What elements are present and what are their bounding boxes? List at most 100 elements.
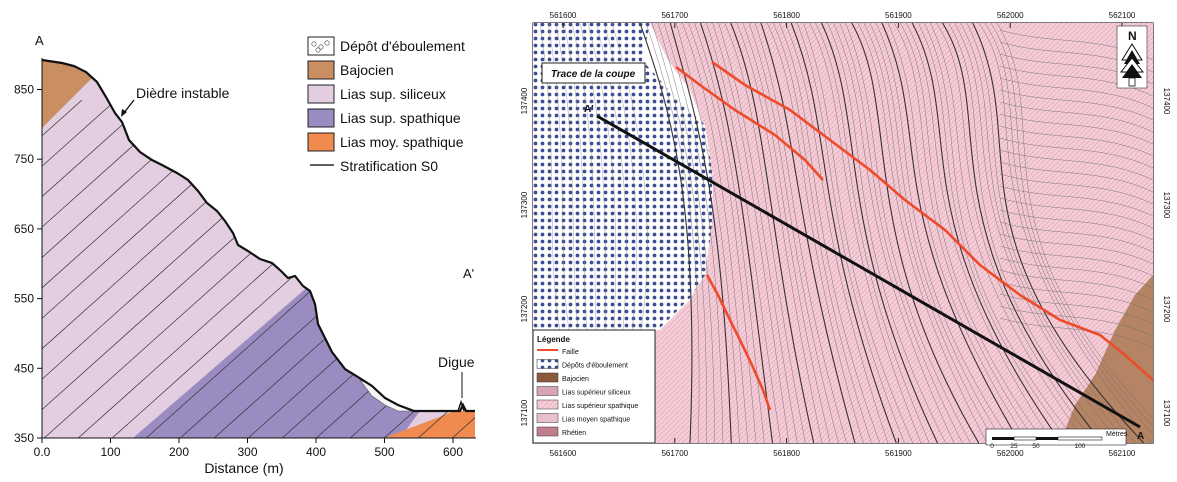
contour-line (999, 77, 1153, 109)
x-tick-label: 200 (169, 445, 189, 459)
contour-line (999, 197, 1153, 229)
map-legend-label: Bajocien (562, 376, 589, 383)
legend-swatch (307, 132, 335, 152)
legend-item: Bajocien (307, 60, 394, 80)
cross-section-legend: Dépôt d'éboulement Bajocien Lias sup. sili… (307, 36, 465, 174)
map-legend-swatch (536, 372, 559, 383)
map-legend-item: Faille (537, 349, 579, 356)
contour-line (639, 23, 693, 443)
map-legend-label: Lias supérieur spathique (562, 403, 638, 410)
map-legend-swatch (536, 426, 559, 437)
map-x-label-top: 562000 (997, 11, 1024, 20)
map-y-label-left: 137300 (520, 191, 529, 218)
contour-line (869, 23, 1004, 443)
legend-swatch (307, 108, 335, 128)
contour-line (766, 23, 864, 443)
map-x-label-top: 561900 (885, 11, 912, 20)
contour-line (893, 23, 1037, 443)
map-legend-label: Lias supérieur siliceux (562, 390, 631, 397)
contour-line (999, 281, 1153, 313)
layer-lias-moy-spathique (384, 411, 475, 438)
map-x-label-top: 562100 (1109, 11, 1136, 20)
contour-line (954, 23, 1120, 443)
contour-line (857, 23, 988, 443)
y-tick-label: 350 (14, 431, 34, 445)
map-legend-swatch (536, 386, 559, 396)
legend-item: Lias sup. spathique (307, 108, 461, 128)
contour-line (881, 23, 1021, 443)
y-tick-label: 850 (14, 83, 34, 97)
legend-item: Lias sup. siliceux (307, 84, 446, 104)
trace-label-box (541, 62, 646, 84)
legend-swatch (307, 84, 335, 104)
map-y-label-right: 137200 (1162, 296, 1171, 323)
contour-line (809, 23, 922, 443)
map-legend-item: Dépôts d'éboulement (536, 359, 628, 370)
map-legend-title: Légende (537, 335, 570, 344)
fault-lines (675, 60, 1153, 411)
map-y-label-right: 137100 (1162, 400, 1171, 427)
scale-tick-label: 100 (1075, 443, 1086, 450)
map-legend-item: Lias supérieur siliceux (536, 386, 631, 397)
contour-line (999, 161, 1153, 193)
bajocien-area (1060, 275, 1153, 443)
contour-line (906, 23, 1054, 443)
contour-line (960, 23, 1128, 443)
contour-line (699, 23, 774, 443)
contour-line (999, 233, 1153, 265)
section-label-a: A (35, 33, 44, 48)
contour-line (754, 23, 847, 443)
x-axis-title: Distance (m) (204, 460, 283, 476)
map-legend-item: Lias moyen spathique (536, 413, 630, 424)
contour-line (730, 23, 815, 443)
contour-line (942, 23, 1103, 443)
y-tick-label: 650 (14, 222, 34, 236)
contour-line (651, 23, 707, 443)
scale-tick-label: 0 (990, 443, 994, 450)
legend-label: Lias moy. spathique (340, 134, 464, 150)
contour-line (966, 23, 1136, 443)
eboulement-dots (533, 23, 712, 330)
contour-line (790, 23, 897, 443)
map-x-label-bottom: 562100 (1109, 449, 1136, 458)
contour-line (863, 23, 996, 443)
contour-line (936, 23, 1095, 443)
contour-line (999, 293, 1153, 325)
contour-line (999, 137, 1153, 169)
contour-line (797, 23, 905, 443)
svg-text:N: N (1128, 29, 1137, 43)
map-y-label-right: 137300 (1162, 192, 1171, 219)
y-tick-label: 750 (14, 152, 34, 166)
map-legend-item: Bajocien (536, 372, 589, 383)
x-tick-label: 0.0 (34, 445, 51, 459)
strat-line (42, 99, 185, 438)
contour-line (724, 23, 806, 443)
contour-line (999, 101, 1153, 133)
scale-bar: Mètres 0 25 50 100 (985, 428, 1128, 450)
axis-ticks: 0.0 100 200 300 400 500 600 350 450 550 650 750 850 (14, 83, 463, 460)
strat-line (42, 99, 151, 438)
annotation-arrowhead (121, 109, 127, 117)
contour-line (911, 23, 1062, 443)
contour-line (999, 317, 1153, 349)
contour-line (999, 269, 1153, 301)
map-legend-item: Lias supérieur spathique (536, 399, 638, 410)
contour-line (748, 23, 839, 443)
contour-line (899, 23, 1045, 443)
fault-line (711, 60, 1153, 382)
legend-item: Lias moy. spathique (307, 132, 464, 152)
annotation-digue: Digue (438, 354, 475, 370)
map-legend-swatch (536, 413, 559, 423)
contour-line (875, 23, 1012, 443)
scale-tick-label: 25 (1010, 443, 1018, 450)
contour-line (760, 23, 856, 443)
contour-line (999, 125, 1153, 157)
y-tick-label: 550 (14, 292, 34, 306)
x-tick-label: 300 (237, 445, 257, 459)
trace-label: Trace de la coupe (551, 69, 636, 80)
map-x-label-top: 561800 (773, 11, 800, 20)
contour-line (999, 113, 1153, 145)
x-tick-label: 400 (306, 445, 326, 459)
section-trace-line (596, 114, 1141, 429)
map-x-label-bottom: 561800 (773, 449, 800, 458)
